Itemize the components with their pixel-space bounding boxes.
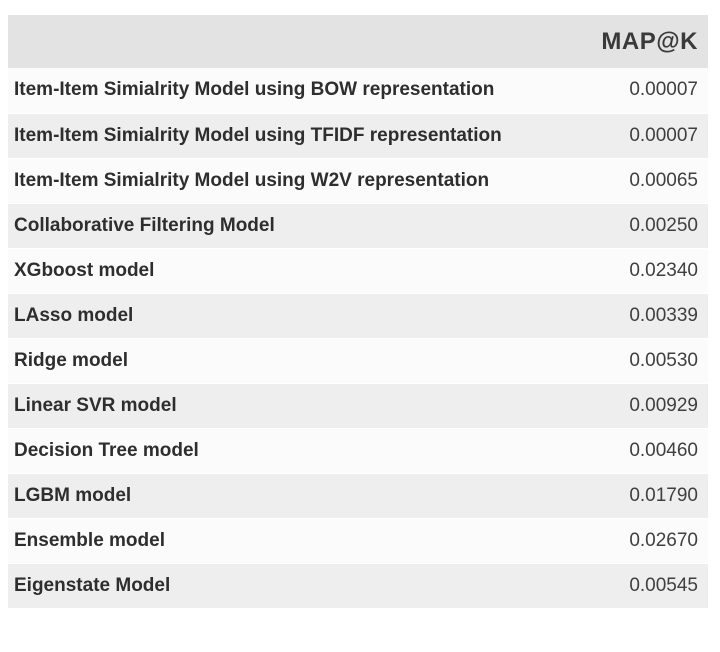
map-value-cell: 0.02340 xyxy=(629,259,698,281)
table-row: Eigenstate Model 0.00545 xyxy=(8,563,708,608)
map-at-k-results-table: MAP@K Item-Item Simialrity Model using B… xyxy=(8,15,708,609)
model-name-cell: Linear SVR model xyxy=(14,394,177,416)
table-row: XGboost model 0.02340 xyxy=(8,248,708,293)
map-value-cell: 0.00460 xyxy=(629,439,698,461)
table-row: Linear SVR model 0.00929 xyxy=(8,383,708,428)
map-value-cell: 0.00065 xyxy=(629,169,698,191)
map-value-cell: 0.00545 xyxy=(629,574,698,596)
model-name-cell: Item-Item Simialrity Model using W2V rep… xyxy=(14,169,490,191)
table-row: Item-Item Simialrity Model using BOW rep… xyxy=(8,68,708,113)
model-name-cell: XGboost model xyxy=(14,259,155,281)
table-row: LGBM model 0.01790 xyxy=(8,473,708,518)
table-row: LAsso model 0.00339 xyxy=(8,293,708,338)
table-row: Ensemble model 0.02670 xyxy=(8,518,708,563)
model-name-cell: LAsso model xyxy=(14,304,134,326)
map-value-cell: 0.00530 xyxy=(629,349,698,371)
table-header: MAP@K xyxy=(8,15,708,68)
model-name-cell: Collaborative Filtering Model xyxy=(14,214,275,236)
map-value-cell: 0.02670 xyxy=(629,529,698,551)
header-row: MAP@K xyxy=(8,15,708,68)
table-row: Item-Item Simialrity Model using TFIDF r… xyxy=(8,113,708,158)
table-row: Decision Tree model 0.00460 xyxy=(8,428,708,473)
model-name-cell: Ensemble model xyxy=(14,529,165,551)
map-value-cell: 0.00250 xyxy=(629,214,698,236)
map-value-cell: 0.00339 xyxy=(629,304,698,326)
map-at-k-column-header: MAP@K xyxy=(590,15,708,68)
map-value-cell: 0.01790 xyxy=(629,484,698,506)
model-name-cell: Ridge model xyxy=(14,349,129,371)
table-row: Ridge model 0.00530 xyxy=(8,338,708,383)
map-value-cell: 0.00929 xyxy=(629,394,698,416)
model-name-cell: Eigenstate Model xyxy=(14,574,171,596)
table-row: Collaborative Filtering Model 0.00250 xyxy=(8,203,708,248)
model-name-cell: Decision Tree model xyxy=(14,439,199,461)
results-table-container: MAP@K Item-Item Simialrity Model using B… xyxy=(8,15,708,609)
table-row: Item-Item Simialrity Model using W2V rep… xyxy=(8,158,708,203)
model-name-cell: Item-Item Simialrity Model using BOW rep… xyxy=(14,79,495,101)
model-column-header xyxy=(8,15,590,68)
model-name-cell: LGBM model xyxy=(14,484,132,506)
map-value-cell: 0.00007 xyxy=(629,79,698,101)
model-name-cell: Item-Item Simialrity Model using TFIDF r… xyxy=(14,124,502,146)
map-value-cell: 0.00007 xyxy=(629,124,698,146)
table-body: Item-Item Simialrity Model using BOW rep… xyxy=(8,68,708,608)
